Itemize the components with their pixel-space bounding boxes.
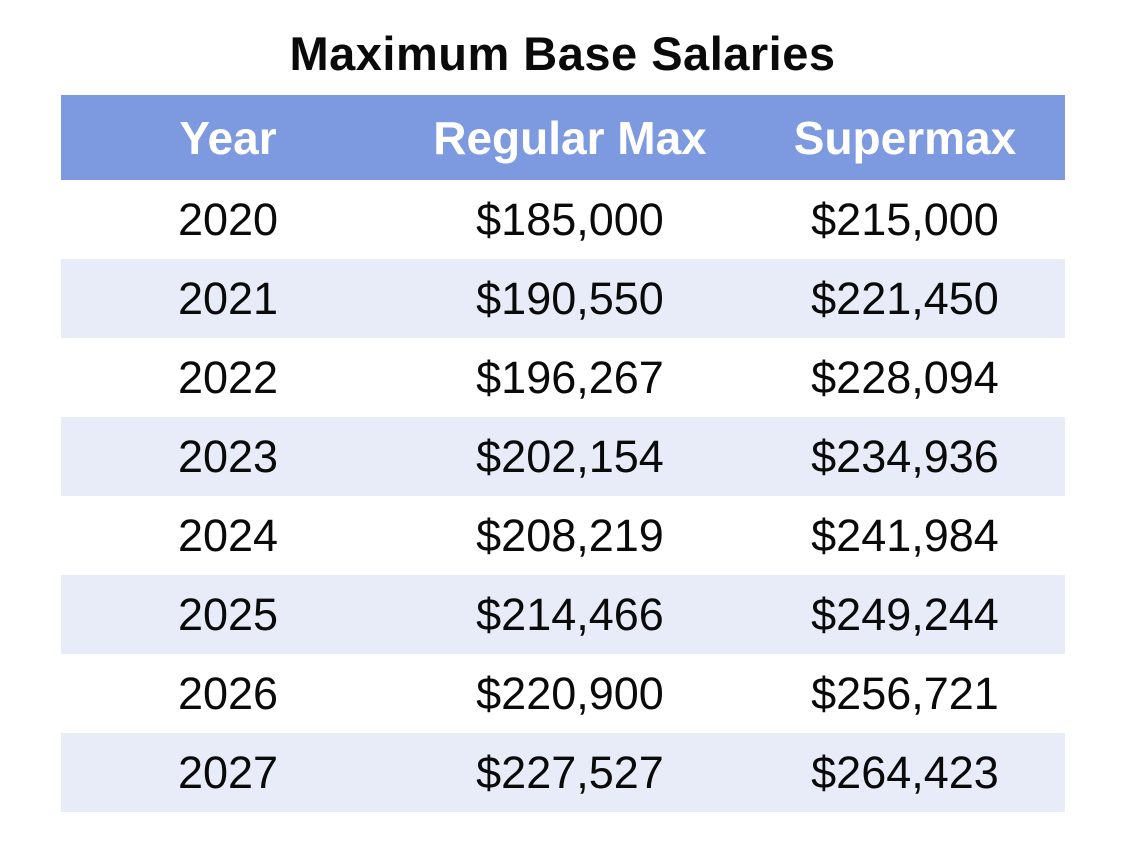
table-row: 2027 $227,527 $264,423 bbox=[61, 733, 1065, 812]
column-header-supermax: Supermax bbox=[745, 95, 1065, 180]
regular-max-cell: $202,154 bbox=[395, 417, 745, 496]
table-row: 2024 $208,219 $241,984 bbox=[61, 496, 1065, 575]
supermax-cell: $264,423 bbox=[745, 733, 1065, 812]
header-row: Year Regular Max Supermax bbox=[61, 95, 1065, 180]
regular-max-cell: $190,550 bbox=[395, 259, 745, 338]
year-cell: 2023 bbox=[61, 417, 395, 496]
salary-table: Year Regular Max Supermax 2020 $185,000 … bbox=[61, 95, 1065, 812]
regular-max-cell: $208,219 bbox=[395, 496, 745, 575]
supermax-cell: $249,244 bbox=[745, 575, 1065, 654]
regular-max-cell: $220,900 bbox=[395, 654, 745, 733]
year-cell: 2021 bbox=[61, 259, 395, 338]
regular-max-cell: $214,466 bbox=[395, 575, 745, 654]
year-cell: 2020 bbox=[61, 180, 395, 259]
column-header-year: Year bbox=[61, 95, 395, 180]
table-row: 2021 $190,550 $221,450 bbox=[61, 259, 1065, 338]
table-row: 2026 $220,900 $256,721 bbox=[61, 654, 1065, 733]
supermax-cell: $234,936 bbox=[745, 417, 1065, 496]
year-cell: 2025 bbox=[61, 575, 395, 654]
supermax-cell: $221,450 bbox=[745, 259, 1065, 338]
year-cell: 2026 bbox=[61, 654, 395, 733]
table-row: 2020 $185,000 $215,000 bbox=[61, 180, 1065, 259]
column-header-regular-max: Regular Max bbox=[395, 95, 745, 180]
regular-max-cell: $227,527 bbox=[395, 733, 745, 812]
page-title: Maximum Base Salaries bbox=[289, 27, 836, 80]
table-row: 2025 $214,466 $249,244 bbox=[61, 575, 1065, 654]
supermax-cell: $241,984 bbox=[745, 496, 1065, 575]
year-cell: 2027 bbox=[61, 733, 395, 812]
year-cell: 2024 bbox=[61, 496, 395, 575]
supermax-cell: $228,094 bbox=[745, 338, 1065, 417]
supermax-cell: $256,721 bbox=[745, 654, 1065, 733]
regular-max-cell: $185,000 bbox=[395, 180, 745, 259]
table-row: 2022 $196,267 $228,094 bbox=[61, 338, 1065, 417]
regular-max-cell: $196,267 bbox=[395, 338, 745, 417]
table-row: 2023 $202,154 $234,936 bbox=[61, 417, 1065, 496]
supermax-cell: $215,000 bbox=[745, 180, 1065, 259]
year-cell: 2022 bbox=[61, 338, 395, 417]
